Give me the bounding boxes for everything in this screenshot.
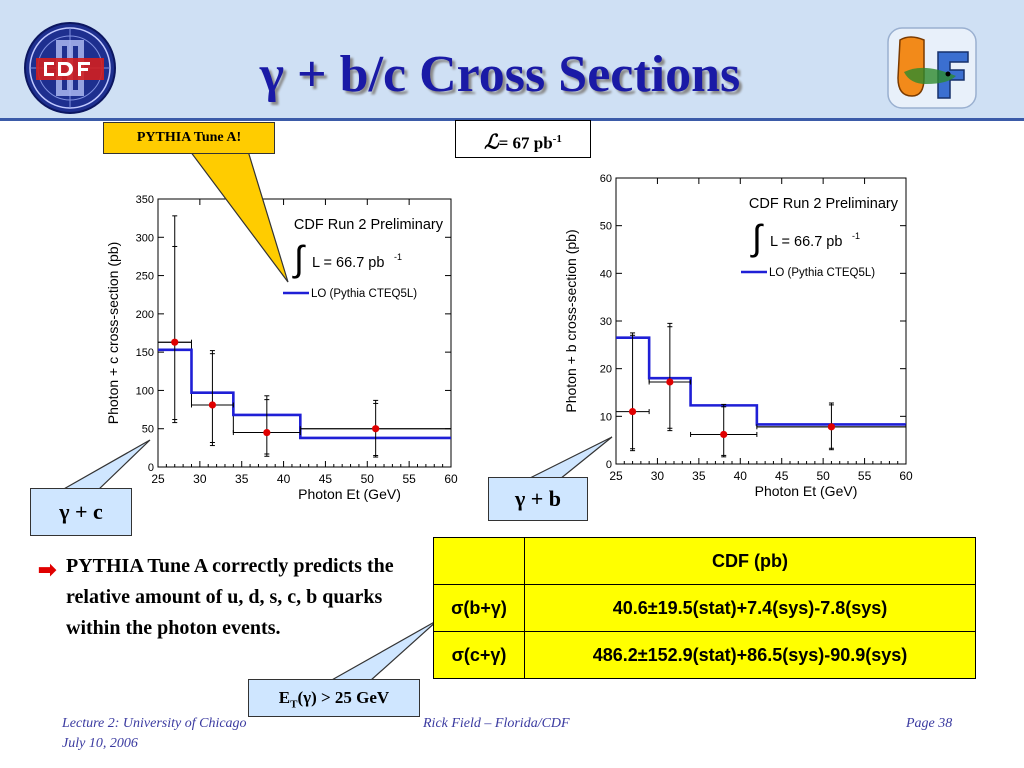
footer-lecture: Lecture 2: University of Chicago [62, 716, 247, 731]
chart-lumi-label: L = 66.7 pb [770, 234, 842, 250]
x-tick-label: 35 [692, 469, 706, 483]
y-tick-label: 200 [136, 309, 154, 321]
chart-lumi-label: L = 66.7 pb [312, 255, 384, 271]
y-tick-label: 10 [600, 411, 612, 423]
x-tick-label: 55 [858, 469, 872, 483]
x-tick-label: 40 [734, 469, 748, 483]
pythia-callout: PYTHIA Tune A! [103, 122, 275, 154]
table-row: σ(b+γ) 40.6±19.5(stat)+7.4(sys)-7.8(sys) [433, 584, 976, 632]
chart-photon-c: 25 30 35 40 45 50 55 60 0 50 100 150 200 250 300 350 Pho… [105, 194, 458, 502]
x-tick-label: 60 [899, 469, 913, 483]
y-tick-label: 60 [600, 173, 612, 185]
header-divider [0, 118, 1024, 121]
x-tick-label: 55 [402, 472, 416, 486]
x-tick-label: 45 [775, 469, 789, 483]
y-tick-label: 100 [136, 385, 154, 397]
y-tick-label: 350 [136, 194, 154, 206]
data-point [263, 428, 271, 437]
legend-label: LO (Pythia CTEQ5L) [769, 267, 875, 279]
y-tick-label: 20 [600, 364, 612, 376]
et-suffix: (γ) > 25 GeV [297, 688, 390, 707]
et-subscript: T [290, 698, 298, 711]
data-point [666, 378, 674, 386]
model-step-line [616, 336, 906, 426]
y-tick-label: 150 [136, 347, 154, 359]
data-point [208, 401, 217, 409]
chart-lumi-exponent: -1 [852, 231, 860, 241]
chart-lumi-exponent: -1 [394, 252, 402, 262]
data-point [372, 425, 380, 433]
bullet-text: PYTHIA Tune A correctly predicts the rel… [66, 555, 394, 639]
data-point-group [190, 350, 234, 447]
data-point-group [232, 395, 301, 457]
gamma-b-callout: γ + b [488, 477, 588, 521]
table-row: σ(c+γ) 486.2±152.9(stat)+86.5(sys)-90.9(… [433, 631, 976, 679]
data-point [827, 423, 836, 431]
x-tick-label: 25 [151, 472, 165, 486]
y-axis-label: Photon + b cross-section (pb) [563, 229, 579, 412]
x-axis-label: Photon Et (GeV) [298, 486, 401, 502]
bullet-point: ➡ PYTHIA Tune A correctly predicts the r… [38, 551, 426, 644]
data-point-group [648, 322, 692, 432]
data-point [628, 407, 637, 416]
data-point-group [756, 402, 907, 451]
chart-photon-b: 25 30 35 40 45 50 55 60 0 10 20 30 40 50 60 Photon Et (… [563, 173, 913, 499]
y-tick-label: 0 [148, 462, 154, 474]
et-prefix: E [278, 688, 291, 707]
slide-title: γ + b/c Cross Sections [259, 46, 741, 103]
integral-symbol: ∫ [750, 217, 764, 258]
y-tick-label: 0 [606, 459, 612, 471]
x-tick-label: 40 [277, 472, 291, 486]
luminosity-value: = 67 pb [498, 133, 553, 153]
integral-symbol: ∫ [292, 238, 306, 279]
data-point-group [299, 399, 452, 458]
y-tick-label: 30 [600, 316, 612, 328]
luminosity-callout: ℒ= 67 pb-1 [455, 120, 591, 158]
data-point [171, 338, 179, 346]
x-tick-label: 30 [651, 469, 665, 483]
data-point [720, 430, 728, 439]
data-point-group [157, 215, 192, 424]
plot-frame [157, 198, 452, 468]
x-tick-label: 50 [361, 472, 375, 486]
footer-date: July 10, 2006 [62, 736, 138, 751]
luminosity-exponent: -1 [552, 133, 562, 145]
table-header-row: CDF (pb) [433, 537, 976, 585]
cdf-logo-icon [24, 22, 116, 114]
x-tick-label: 30 [193, 472, 207, 486]
y-tick-label: 40 [600, 268, 612, 280]
arrow-right-icon: ➡ [38, 557, 57, 582]
table-row-label: σ(c+γ) [433, 631, 525, 679]
script-l-symbol: ℒ [484, 131, 499, 154]
x-tick-label: 50 [816, 469, 830, 483]
gamma-c-callout: γ + c [30, 488, 132, 536]
footer-page: Page 38 [906, 716, 953, 731]
data-point-group [690, 403, 758, 458]
x-tick-label: 45 [319, 472, 333, 486]
table-header-cell: CDF (pb) [524, 537, 976, 585]
y-axis-label: Photon + c cross-section (pb) [105, 242, 121, 424]
table-row-value: 40.6±19.5(stat)+7.4(sys)-7.8(sys) [524, 584, 976, 632]
uf-gator-logo-icon [887, 27, 977, 109]
y-tick-label: 50 [142, 424, 154, 436]
plot-frame [615, 177, 907, 465]
y-tick-label: 300 [136, 232, 154, 244]
table-header-empty [433, 537, 525, 585]
table-row-value: 486.2±152.9(stat)+86.5(sys)-90.9(sys) [524, 631, 976, 679]
x-tick-label: 25 [609, 469, 623, 483]
chart-annotation: CDF Run 2 Preliminary [749, 196, 899, 212]
x-tick-label: 60 [444, 472, 458, 486]
y-tick-label: 250 [136, 271, 154, 283]
y-tick-label: 50 [600, 221, 612, 233]
data-point-group [615, 332, 650, 452]
legend-label: LO (Pythia CTEQ5L) [311, 288, 417, 300]
chart-annotation: CDF Run 2 Preliminary [294, 217, 444, 233]
x-tick-label: 35 [235, 472, 249, 486]
results-table: CDF (pb) σ(b+γ) 40.6±19.5(stat)+7.4(sys)… [433, 537, 976, 679]
header-bar [0, 0, 1024, 120]
table-row-label: σ(b+γ) [433, 584, 525, 632]
x-axis-label: Photon Et (GeV) [755, 483, 858, 499]
footer-author: Rick Field – Florida/CDF [423, 716, 570, 731]
et-cut-callout: ET(γ) > 25 GeV [248, 679, 420, 717]
